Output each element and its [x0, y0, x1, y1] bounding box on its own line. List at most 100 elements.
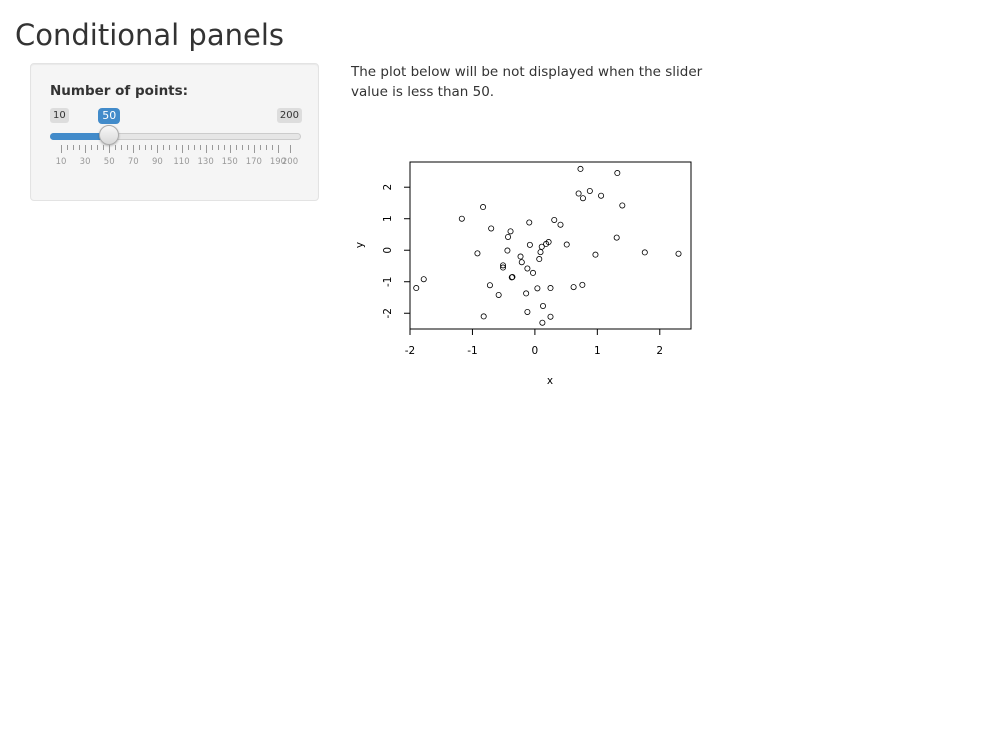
slider-minor-tick — [121, 145, 123, 150]
x-tick-label: -2 — [405, 345, 415, 357]
slider-major-tick — [109, 145, 111, 153]
scatter-point — [413, 285, 420, 292]
scatter-point — [598, 192, 605, 199]
x-tick-label: -1 — [467, 345, 477, 357]
slider-tick-label: 130 — [197, 157, 214, 167]
slider-fill-bar — [50, 133, 110, 140]
slider-minor-tick — [247, 145, 249, 150]
scatter-point — [536, 256, 543, 263]
scatter-point — [500, 262, 507, 269]
y-tick-label: 0 — [382, 247, 394, 254]
scatter-point — [504, 247, 511, 254]
description-text: The plot below will be not displayed whe… — [351, 64, 703, 100]
plot-frame — [409, 161, 692, 330]
scatter-point — [592, 251, 599, 258]
slider-tick-label: 170 — [245, 157, 262, 167]
slider-major-tick — [157, 145, 159, 153]
slider-minor-tick — [115, 145, 117, 150]
scatter-point — [575, 190, 582, 197]
scatter-point — [518, 259, 525, 266]
slider-minor-tick — [223, 145, 225, 150]
scatter-point — [508, 274, 515, 281]
scatter-point — [543, 240, 550, 247]
slider-major-tick — [181, 145, 183, 153]
slider-minor-tick — [127, 145, 129, 150]
slider-minor-tick — [79, 145, 81, 150]
scatter-point — [524, 308, 531, 315]
slider-minor-tick — [175, 145, 177, 150]
scatter-point — [641, 249, 648, 256]
slider-tick-label: 50 — [103, 157, 115, 167]
scatter-point — [474, 250, 481, 257]
slider-minor-tick — [73, 145, 75, 150]
slider-major-tick — [253, 145, 255, 153]
slider-tick-label: 150 — [221, 157, 238, 167]
scatter-point — [547, 313, 554, 320]
scatter-points — [413, 165, 682, 326]
slider-min-label: 10 — [50, 108, 69, 123]
slider-minor-tick — [169, 145, 171, 150]
scatter-point — [577, 165, 584, 172]
slider-handle[interactable] — [99, 125, 120, 145]
slider-minor-tick — [199, 145, 201, 150]
y-tick-label: 2 — [382, 184, 394, 191]
scatter-point — [539, 319, 546, 326]
scatter-point — [534, 285, 541, 292]
scatter-point — [613, 234, 620, 241]
scatter-point — [619, 202, 626, 209]
y-tick-label: 1 — [382, 215, 394, 222]
slider-tick-label: 70 — [127, 157, 139, 167]
scatter-point — [551, 216, 558, 223]
sidebar-panel: Number of points: 10 200 50 10 30 50 70 90 11… — [30, 63, 319, 201]
scatter-point — [505, 233, 512, 240]
slider-minor-tick — [187, 145, 189, 150]
slider-tick-label: 200 — [281, 157, 299, 167]
slider-major-tick — [277, 145, 279, 153]
slider-minor-tick — [271, 145, 273, 150]
slider-minor-tick — [151, 145, 153, 150]
slider-minor-tick — [259, 145, 261, 150]
slider-major-tick — [205, 145, 207, 153]
y-axis: -2 -1 0 1 2 — [382, 184, 411, 318]
slider-label: Number of points: — [50, 83, 189, 99]
scatter-point — [538, 243, 545, 250]
scatter-point — [480, 313, 487, 320]
scatter-point — [586, 187, 593, 194]
slider-minor-tick — [139, 145, 141, 150]
scatter-point — [480, 204, 487, 211]
slider-minor-tick — [193, 145, 195, 150]
slider-tick-label: 30 — [79, 157, 91, 167]
slider-major-tick — [85, 145, 87, 153]
y-axis-label: y — [354, 242, 366, 248]
scatter-point — [537, 249, 544, 256]
scatter-point — [557, 221, 564, 228]
scatter-point — [540, 302, 547, 309]
y-tick-label: -1 — [382, 276, 394, 286]
x-tick-label: 0 — [532, 345, 539, 357]
scatter-point — [486, 282, 493, 289]
slider-major-tick — [61, 145, 62, 153]
slider-major-tick — [290, 145, 291, 153]
scatter-point — [495, 291, 502, 298]
x-axis-label: x — [547, 375, 553, 387]
x-tick-label: 1 — [594, 345, 601, 357]
slider-minor-tick — [163, 145, 165, 150]
slider-minor-tick — [235, 145, 237, 150]
x-tick-label: 2 — [656, 345, 663, 357]
scatter-plot: -2 -1 0 1 2 -2 -1 0 1 2 x y — [354, 161, 692, 387]
slider-minor-tick — [211, 145, 213, 150]
scatter-point — [507, 228, 514, 235]
scatter-point — [524, 265, 531, 272]
scatter-point — [488, 225, 495, 232]
slider-minor-tick — [265, 145, 267, 150]
points-slider[interactable]: 10 200 50 10 30 50 70 90 110 130 150 170 190 200 — [50, 108, 302, 178]
scatter-point — [570, 284, 577, 291]
slider-minor-tick — [241, 145, 243, 150]
page-title: Conditional panels — [15, 18, 285, 52]
slider-max-label: 200 — [276, 108, 302, 123]
scatter-point — [420, 276, 427, 283]
scatter-point — [675, 250, 682, 257]
scatter-point — [530, 269, 537, 276]
slider-minor-tick — [97, 145, 99, 150]
scatter-point — [500, 264, 507, 271]
